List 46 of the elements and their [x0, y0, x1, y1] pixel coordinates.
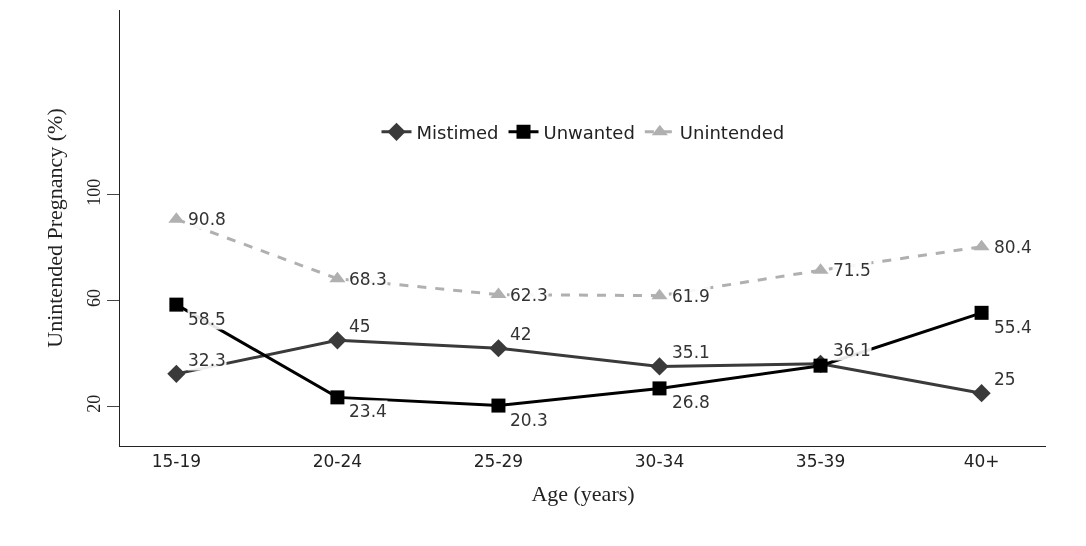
- x-axis-title: Age (years): [531, 481, 635, 507]
- data-label: 68.3: [349, 269, 387, 289]
- y-tick-label: 20: [83, 394, 104, 413]
- point: [651, 288, 668, 300]
- point: [169, 297, 184, 312]
- point: [972, 384, 991, 403]
- legend-label: Mistimed: [416, 121, 499, 143]
- legend-label: Unwanted: [543, 121, 635, 143]
- data-label: 55.4: [994, 317, 1032, 337]
- point: [330, 390, 345, 405]
- data-label: 35.1: [672, 342, 710, 362]
- data-label: 26.8: [672, 392, 710, 412]
- point: [813, 358, 828, 373]
- point: [650, 357, 669, 376]
- point: [329, 271, 346, 283]
- y-tick-label: 60: [83, 288, 104, 307]
- x-tick-label: 15-19: [151, 451, 202, 472]
- data-label: 23.4: [349, 401, 387, 421]
- point: [652, 381, 667, 396]
- legend-label: Unintended: [679, 121, 785, 143]
- point: [167, 364, 186, 383]
- data-label: 45: [349, 316, 371, 336]
- data-label: 80.4: [994, 237, 1032, 257]
- x-tick-label: 25-29: [473, 451, 524, 472]
- point: [973, 239, 990, 251]
- point: [491, 398, 506, 413]
- x-tick-label: 35-39: [795, 451, 846, 472]
- x-tick-label: 40+: [963, 451, 1000, 472]
- data-label: 25: [994, 369, 1016, 389]
- data-label: 71.5: [833, 260, 871, 280]
- point: [490, 287, 507, 299]
- data-label: 62.3: [510, 285, 548, 305]
- point: [328, 331, 347, 350]
- data-label: 90.8: [188, 209, 226, 229]
- point: [489, 339, 508, 358]
- x-tick-label: 30-34: [634, 451, 685, 472]
- point: [974, 305, 989, 320]
- data-label: 58.5: [188, 309, 226, 329]
- data-label: 36.1: [833, 340, 871, 360]
- y-tick-label: 100: [83, 178, 104, 206]
- y-axis-title: Unintended Pregnancy (%): [41, 108, 67, 348]
- data-label: 20.3: [510, 410, 548, 430]
- x-tick-label: 20-24: [312, 451, 363, 472]
- data-label: 61.9: [672, 286, 710, 306]
- data-label: 42: [510, 324, 532, 344]
- data-label: 32.3: [188, 350, 226, 370]
